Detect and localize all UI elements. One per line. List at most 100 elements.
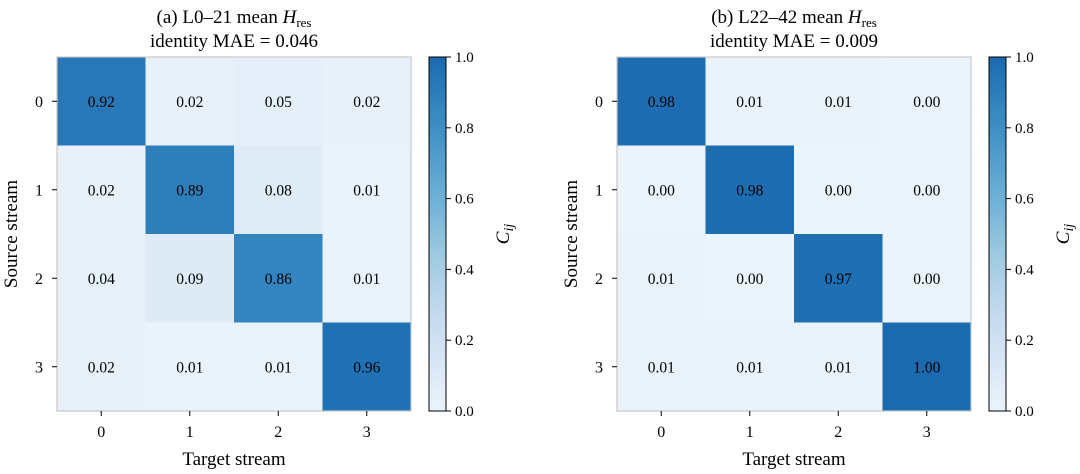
cell-value-label: 0.01 xyxy=(648,271,675,288)
heatmap-cell xyxy=(234,234,323,323)
x-tick-label: 2 xyxy=(274,424,282,441)
colorbar-tick-label: 0.0 xyxy=(455,404,474,420)
y-tick-label: 1 xyxy=(35,182,43,199)
y-tick-label: 0 xyxy=(595,94,603,111)
colorbar-label: Cij xyxy=(493,224,517,245)
cell-value-label: 0.02 xyxy=(353,94,380,111)
heatmap-cell xyxy=(57,145,146,235)
cell-value-label: 0.04 xyxy=(88,271,115,288)
cell-value-label: 0.01 xyxy=(353,182,380,199)
cell-value-label: 0.00 xyxy=(913,94,940,111)
heatmap-cell xyxy=(794,234,883,323)
x-tick-label: 2 xyxy=(834,424,842,441)
y-tick-label: 3 xyxy=(595,359,603,376)
heatmap-cell xyxy=(57,234,146,323)
x-tick-label: 1 xyxy=(186,424,194,441)
y-tick-label: 2 xyxy=(595,271,603,288)
colorbar-tick-label: 0.4 xyxy=(1015,262,1034,278)
cell-value-label: 0.00 xyxy=(913,271,940,288)
chart-subtitle: identity MAE = 0.046 xyxy=(150,31,318,52)
heatmap-cell xyxy=(794,145,883,235)
cell-value-label: 0.01 xyxy=(176,359,203,376)
colorbar-tick-label: 1.0 xyxy=(1015,50,1034,66)
heatmap-cell xyxy=(705,322,795,412)
colorbar xyxy=(428,56,447,412)
heatmap-cell xyxy=(882,322,972,412)
chart-title: (a) L0–21 mean Hres xyxy=(157,7,312,30)
heatmap-cell xyxy=(57,57,146,146)
colorbar-tick-label: 0.8 xyxy=(1015,121,1034,137)
cell-value-label: 0.01 xyxy=(736,359,763,376)
cell-value-label: 0.96 xyxy=(353,359,380,376)
heatmap-cell xyxy=(57,322,146,412)
heatmap-cell xyxy=(617,57,706,146)
colorbar-tick-label: 0.4 xyxy=(455,262,474,278)
colorbar-tick-label: 0.8 xyxy=(455,121,474,137)
y-tick-label: 1 xyxy=(595,182,603,199)
heatmap-cell xyxy=(705,57,795,146)
x-tick-label: 0 xyxy=(657,424,665,441)
heatmap-cell xyxy=(322,57,412,146)
heatmap-cell xyxy=(234,145,323,235)
heatmap-cell xyxy=(322,145,412,235)
y-tick-label: 3 xyxy=(35,359,43,376)
colorbar-tick-label: 0.6 xyxy=(455,192,474,208)
heatmap-cell xyxy=(882,57,972,146)
cell-value-label: 0.00 xyxy=(825,182,852,199)
colorbar-tick-label: 1.0 xyxy=(455,50,474,66)
x-tick-label: 0 xyxy=(97,424,105,441)
cell-value-label: 0.92 xyxy=(88,94,115,111)
cell-value-label: 0.00 xyxy=(648,182,675,199)
cell-value-label: 0.01 xyxy=(648,359,675,376)
colorbar-tick-label: 0.2 xyxy=(1015,333,1034,349)
cell-value-label: 0.98 xyxy=(736,182,763,199)
x-axis-label: Target stream xyxy=(182,449,286,470)
heatmap-cell xyxy=(145,145,235,235)
cell-value-label: 0.01 xyxy=(265,359,292,376)
y-tick-label: 2 xyxy=(35,271,43,288)
cell-value-label: 0.98 xyxy=(648,94,675,111)
heatmap-cell xyxy=(705,234,795,323)
colorbar-tick-label: 0.6 xyxy=(1015,192,1034,208)
y-tick-label: 0 xyxy=(35,94,43,111)
heatmap-cell xyxy=(794,57,883,146)
heatmap-cell xyxy=(145,57,235,146)
heatmap-cell xyxy=(234,57,323,146)
x-tick-label: 1 xyxy=(746,424,754,441)
cell-value-label: 0.01 xyxy=(736,94,763,111)
colorbar-tick-label: 0.2 xyxy=(455,333,474,349)
colorbar-label: Cij xyxy=(1053,224,1077,245)
heatmap-cell xyxy=(322,322,412,412)
axes-frame xyxy=(56,56,412,412)
chart-title: (b) L22–42 mean Hres xyxy=(711,7,877,30)
cell-value-label: 1.00 xyxy=(913,359,940,376)
heatmap-cell xyxy=(617,234,706,323)
cell-value-label: 0.05 xyxy=(265,94,292,111)
cell-value-label: 0.09 xyxy=(176,271,203,288)
chart-subtitle: identity MAE = 0.009 xyxy=(710,31,878,52)
x-axis-label: Target stream xyxy=(742,449,846,470)
cell-value-label: 0.97 xyxy=(825,271,852,288)
heatmap-cell xyxy=(617,145,706,235)
cell-value-label: 0.01 xyxy=(825,359,852,376)
y-axis-label: Source stream xyxy=(561,180,582,288)
cell-value-label: 0.01 xyxy=(825,94,852,111)
heatmap-cell xyxy=(882,234,972,323)
heatmap-cell xyxy=(882,145,972,235)
colorbar xyxy=(988,56,1007,412)
axes-frame xyxy=(616,56,972,412)
cell-value-label: 0.02 xyxy=(176,94,203,111)
x-tick-label: 3 xyxy=(363,424,371,441)
heatmap-cell xyxy=(234,322,323,412)
heatmap-cell xyxy=(145,234,235,323)
cell-value-label: 0.00 xyxy=(736,271,763,288)
cell-value-label: 0.86 xyxy=(265,271,292,288)
heatmap-cell xyxy=(794,322,883,412)
heatmap-cell xyxy=(705,145,795,235)
cell-value-label: 0.01 xyxy=(353,271,380,288)
cell-value-label: 0.89 xyxy=(176,182,203,199)
x-tick-label: 3 xyxy=(923,424,931,441)
